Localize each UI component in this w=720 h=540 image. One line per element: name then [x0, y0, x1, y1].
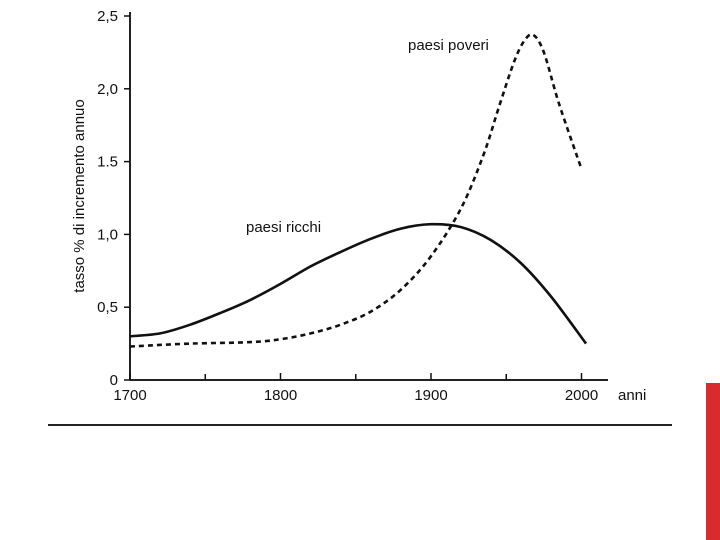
x-tick-label: 1900: [414, 387, 447, 404]
series-line-paesi-ricchi: [129, 222, 588, 345]
y-tick-label: 1,0: [97, 226, 118, 243]
accent-bar: [706, 383, 720, 540]
series-label-paesi-ricchi: paesi ricchi: [246, 219, 321, 236]
y-tick-label: 1.5: [97, 154, 118, 171]
y-tick-label: 2,0: [97, 81, 118, 98]
y-tick-label: 0,5: [97, 299, 118, 316]
y-tick-label: 0: [110, 372, 118, 389]
x-tick-label: 1800: [264, 387, 297, 404]
chart-figure: 0 0,5 1,0 1.5 2,0 2,5 1700 1800 1900 2000 tasso …: [48, 0, 672, 428]
y-tick-label: 2,5: [97, 8, 118, 25]
x-ticks: 1700 1800 1900 2000: [113, 373, 598, 404]
series-line-paesi-poveri: [129, 33, 583, 348]
x-axis-title: anni: [618, 387, 646, 404]
y-axis-title: tasso % di incremento annuo: [71, 99, 88, 292]
series-group: [129, 33, 588, 348]
x-tick-label: 1700: [113, 387, 146, 404]
line-chart: 0 0,5 1,0 1.5 2,0 2,5 1700 1800 1900 2000 tasso …: [48, 8, 672, 426]
series-label-paesi-poveri: paesi poveri: [408, 37, 489, 54]
x-tick-label: 2000: [565, 387, 598, 404]
y-ticks: 0 0,5 1,0 1.5 2,0 2,5: [97, 8, 130, 389]
